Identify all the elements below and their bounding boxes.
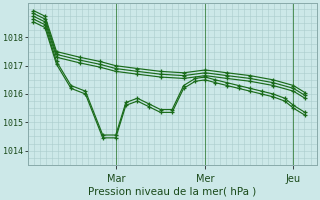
X-axis label: Pression niveau de la mer( hPa ): Pression niveau de la mer( hPa ) <box>88 187 256 197</box>
